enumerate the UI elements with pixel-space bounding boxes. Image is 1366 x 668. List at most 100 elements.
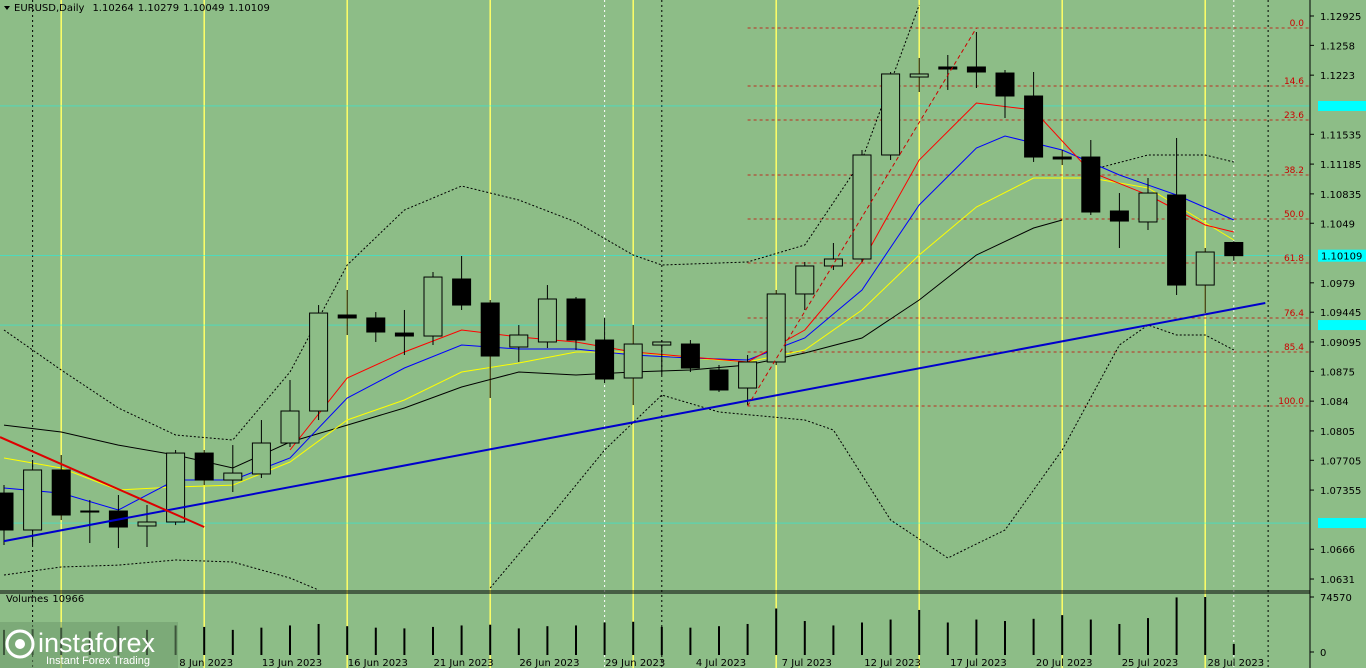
candle-body (309, 312, 329, 412)
fib-label: 14.6 (1284, 77, 1304, 87)
candle-body (1024, 95, 1044, 158)
candle-body (0, 492, 14, 531)
candle-body (766, 293, 786, 363)
candle-body (566, 298, 586, 341)
candle-body (251, 442, 271, 475)
x-tick-label: 26 Jun 2023 (519, 658, 579, 668)
watermark-icon (5, 629, 35, 659)
trendline (0, 436, 205, 528)
fib-label: 50.0 (1284, 210, 1304, 220)
volume-tick-label: 0 (1320, 648, 1326, 659)
y-tick-label: 1.0666 (1320, 545, 1355, 556)
watermark-bg (0, 622, 178, 668)
y-tick-label: 1.1049 (1320, 219, 1355, 230)
candle-body (652, 341, 672, 346)
candle-layer (0, 27, 1266, 549)
indicator-line (3, 324, 1235, 591)
candle-body (366, 317, 386, 333)
y-tick-label: 1.0875 (1320, 367, 1355, 378)
indicator-line (3, 219, 1063, 469)
candle-body (709, 369, 729, 391)
candle-body (738, 361, 758, 389)
trendline (747, 27, 977, 407)
header-low: 1.10049 (183, 3, 224, 14)
candle-body (823, 258, 843, 267)
x-tick-label: 4 Jul 2023 (696, 658, 746, 668)
y-tick-label: 1.07705 (1320, 456, 1361, 467)
candle-body (795, 265, 815, 295)
candle-body (852, 154, 872, 260)
candle-body (623, 343, 643, 379)
x-tick-label: 21 Jun 2023 (434, 658, 494, 668)
candle-body (1224, 241, 1244, 257)
watermark: instaforex Instant Forex Trading (0, 622, 178, 668)
y-tick-label: 1.1258 (1320, 41, 1355, 52)
candle-body (51, 469, 71, 516)
fib-label: 61.8 (1284, 254, 1304, 264)
x-tick-label: 28 Jul 2023 (1207, 658, 1264, 668)
candle-body (1195, 251, 1215, 286)
candle-body (194, 452, 214, 481)
candle-body (509, 334, 529, 348)
candle-body (166, 452, 186, 523)
candle-body (595, 339, 615, 380)
x-tick-label: 7 Jul 2023 (782, 658, 832, 668)
candle-body (480, 302, 500, 357)
header-close: 1.10109 (229, 3, 270, 14)
volume-title: Volumes 10966 (6, 594, 84, 605)
candle-body (137, 521, 157, 527)
back-layer: 0.0 14.6 23.6 38.2 50.0 61.8 76.4 85.4 100.0 (0, 0, 1310, 668)
candle-body (1081, 156, 1101, 213)
price-marker (1318, 518, 1366, 529)
candle-body (452, 278, 472, 306)
x-tick-label: 16 Jun 2023 (348, 658, 408, 668)
y-tick-label: 1.09095 (1320, 338, 1361, 349)
axis-layer: 1.10109 8 Jun 2023 13 Jun 2023 16 Jun 2023 2… (3, 12, 1366, 668)
watermark-tagline: Instant Forex Trading (46, 655, 150, 667)
x-tick-label: 17 Jul 2023 (950, 658, 1007, 668)
y-tick-label: 1.0631 (1320, 575, 1355, 586)
candle-body (337, 314, 357, 319)
symbol: EURUSD,Daily (14, 3, 85, 14)
indicator-line (3, 4, 1234, 441)
price-marker (1318, 100, 1366, 111)
y-tick-label: 1.0805 (1320, 427, 1355, 438)
candle-body (995, 72, 1015, 97)
bid-marker (1318, 249, 1366, 262)
candle-body (80, 510, 100, 513)
candle-body (423, 276, 443, 337)
volume-last: 10966 (52, 594, 84, 605)
y-tick-label: 1.0979 (1320, 279, 1355, 290)
header-open: 1.10264 (92, 3, 133, 14)
volume-label: Volumes (6, 594, 48, 605)
candle-body (1167, 194, 1187, 286)
fib-label: 85.4 (1284, 343, 1304, 353)
fib-label: 23.6 (1284, 111, 1304, 121)
candle-body (1052, 156, 1072, 160)
x-tick-label: 12 Jul 2023 (864, 658, 921, 668)
y-tick-label: 1.09445 (1320, 308, 1361, 319)
header: EURUSD,Daily 1.10264 1.10279 1.10049 1.10109 (14, 3, 270, 14)
volume-tick-label: 74570 (1320, 593, 1352, 604)
y-tick-label: 1.11535 (1320, 130, 1361, 141)
x-tick-label: 29 Jun 2023 (605, 658, 665, 668)
candle-body (280, 410, 300, 444)
candle-body (23, 469, 43, 531)
fib-label: 38.2 (1284, 166, 1304, 176)
bid-label: 1.10109 (1321, 252, 1362, 263)
watermark-name: instaforex (38, 628, 156, 658)
menu-arrow[interactable] (4, 6, 10, 10)
candle-body (537, 298, 557, 343)
price-marker (1318, 320, 1366, 331)
header-high: 1.10279 (138, 3, 179, 14)
candle-body (909, 73, 929, 78)
y-tick-label: 1.10835 (1320, 190, 1361, 201)
fib-label: 76.4 (1284, 309, 1304, 319)
x-tick-label: 8 Jun 2023 (179, 658, 233, 668)
y-tick-label: 1.1223 (1320, 71, 1355, 82)
candle-body (966, 66, 986, 73)
candle-body (1109, 210, 1129, 222)
fib-label: 0.0 (1290, 19, 1305, 29)
